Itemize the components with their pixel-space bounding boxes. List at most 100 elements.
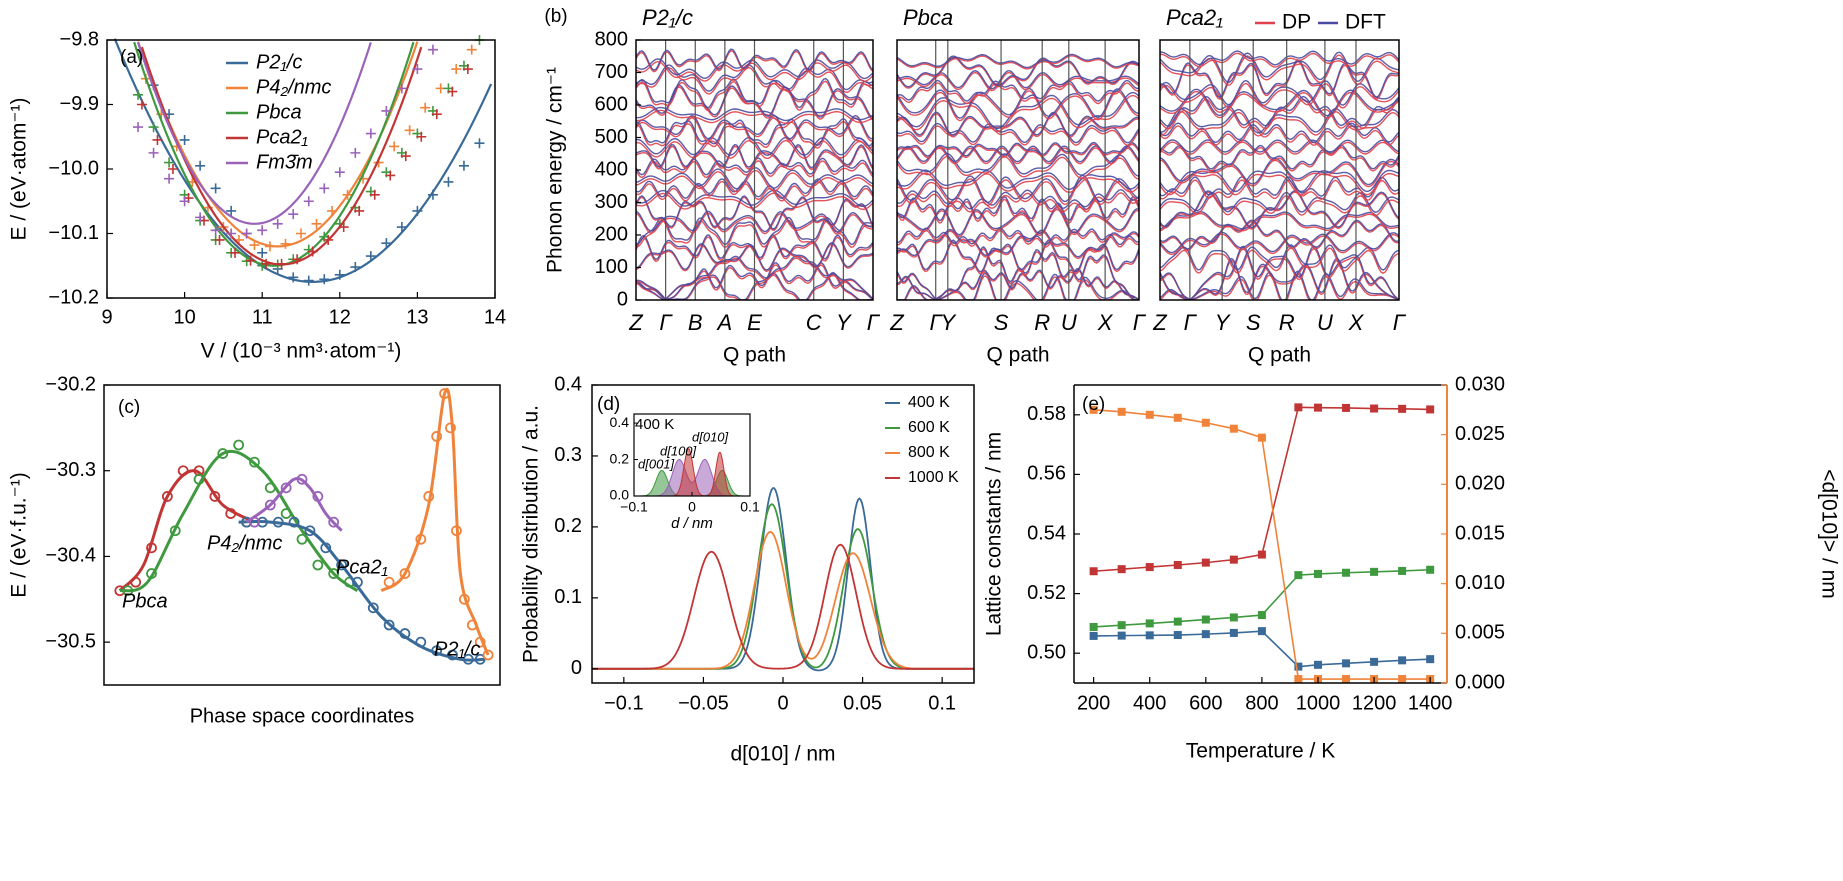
inset-label: 400 K — [635, 416, 674, 433]
data-point — [350, 147, 361, 158]
y-tick-label-right: 0.015 — [1455, 522, 1505, 544]
subpanel-title: Pbca — [903, 5, 953, 30]
legend-label: 800 K — [908, 444, 950, 461]
y-axis-label: E / (eV·f.u.⁻¹) — [8, 472, 31, 597]
data-point — [415, 533, 427, 545]
legend-label: P4₂/nmc — [256, 76, 331, 98]
data-point — [209, 491, 221, 502]
data-point — [311, 218, 322, 229]
dp-band — [897, 230, 1139, 260]
data-point — [354, 205, 365, 216]
data-point — [1173, 413, 1182, 422]
dp-band — [897, 177, 1139, 207]
data-point — [1117, 621, 1126, 630]
y-axis-label: Phonon energy / cm⁻¹ — [544, 67, 567, 273]
data-point — [1294, 571, 1303, 580]
x-tick-label: 0 — [777, 692, 788, 714]
kpoint-label: X — [1348, 310, 1365, 335]
y-tick-label: 200 — [595, 223, 628, 245]
data-point — [1257, 611, 1266, 620]
y-tick-label: 800 — [595, 28, 628, 50]
data-point — [423, 491, 435, 502]
data-point — [312, 491, 324, 502]
y-tick-label: −30.3 — [45, 459, 96, 481]
data-point — [427, 189, 438, 200]
data-point — [1089, 405, 1098, 414]
dft-band — [1160, 244, 1399, 271]
data-point — [303, 196, 314, 207]
data-point — [458, 593, 470, 605]
fit-curve — [133, 41, 415, 267]
y-tick-label: 0 — [617, 288, 628, 310]
path-curve — [245, 477, 343, 532]
dft-band — [1160, 88, 1399, 117]
data-point — [319, 183, 330, 194]
x-tick-label: 14 — [484, 306, 506, 328]
legend-label: P2₁/c — [256, 51, 302, 73]
data-point — [420, 102, 431, 113]
data-point — [1257, 433, 1266, 442]
panel-b-frame — [635, 39, 874, 301]
kpoint-label: U — [1317, 310, 1333, 335]
subpanel-title: Pca2₁ — [1166, 5, 1223, 30]
kpoint-label: Y — [836, 310, 852, 335]
fit-curve — [136, 42, 372, 225]
data-point — [447, 649, 458, 661]
data-point — [164, 157, 175, 168]
dp-band — [897, 155, 1139, 180]
kpoint-label: Γ — [929, 310, 943, 335]
legend-label: DP — [1282, 11, 1311, 34]
data-point — [365, 128, 376, 139]
data-point — [365, 251, 376, 262]
path-curve — [119, 449, 359, 593]
y-tick-label: 100 — [595, 256, 628, 278]
panel-label: (d) — [597, 394, 620, 415]
data-point — [1173, 617, 1182, 626]
data-point — [474, 653, 486, 665]
data-point — [328, 516, 340, 528]
data-point — [462, 64, 473, 75]
data-point — [146, 542, 157, 554]
kpoint-label: R — [1279, 310, 1295, 335]
panel-label: (c) — [118, 397, 140, 418]
kpoint-label: Γ — [1184, 310, 1198, 335]
dft-band — [1160, 144, 1399, 170]
series-line — [1093, 630, 1431, 668]
data-point — [312, 559, 324, 571]
dft-band — [897, 188, 1139, 210]
data-point — [338, 222, 349, 233]
dp-band — [1160, 233, 1399, 256]
data-point — [474, 636, 486, 648]
data-point — [292, 254, 303, 265]
inset-series-label: d[001] — [638, 456, 675, 471]
x-axis-label: Q path — [1248, 344, 1311, 367]
y-tick-label: 0.58 — [1027, 403, 1066, 425]
panel-label: (a) — [120, 47, 143, 68]
data-point — [1173, 560, 1182, 569]
data-point — [439, 388, 450, 399]
y-tick-label: 0.4 — [554, 373, 582, 395]
dft-band — [897, 79, 1139, 102]
x-tick-label: 0 — [688, 499, 696, 515]
y-tick-label: −30.5 — [45, 630, 96, 652]
dft-band — [1160, 169, 1399, 193]
kpoint-label: B — [688, 310, 703, 335]
data-point — [1229, 424, 1238, 433]
data-point — [210, 225, 221, 236]
x-tick-label: 400 — [1133, 692, 1166, 714]
data-point — [1201, 418, 1210, 427]
data-point — [1201, 630, 1210, 639]
legend-label: DFT — [1345, 11, 1386, 34]
data-point — [1145, 619, 1154, 628]
series-line — [1093, 409, 1431, 680]
data-point — [164, 173, 175, 184]
y-tick-label: −9.9 — [60, 93, 99, 115]
dp-band — [897, 94, 1139, 133]
data-point — [1294, 675, 1303, 684]
dp-band — [1160, 141, 1399, 155]
y-tick-label: −10.0 — [48, 157, 99, 179]
data-point — [1398, 656, 1407, 665]
x-tick-label: 10 — [173, 306, 195, 328]
x-tick-label: 12 — [329, 306, 351, 328]
data-point — [226, 228, 237, 239]
